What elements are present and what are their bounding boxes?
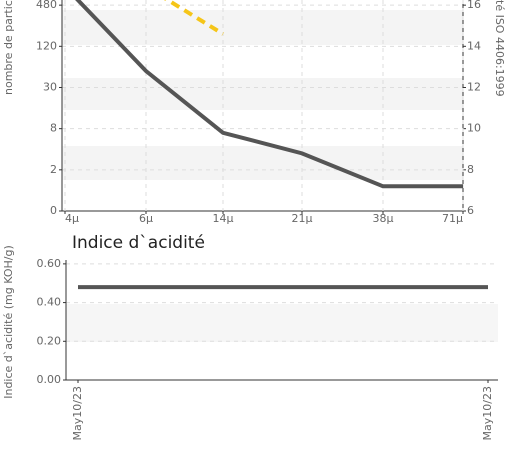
x-tick-label: 38μ [373,212,394,225]
x-tick-label: 71μ [442,212,463,225]
x-tick-label: 21μ [292,212,313,225]
y-tick-label: 0.00 [37,373,62,386]
y2-tick-label: 16 [467,0,481,11]
y-tick-label: 2 [50,163,57,176]
y-tick-label: 0.20 [37,334,62,347]
chart-title: Indice d`acidité [72,233,205,253]
x-tick-label: May10/23 [71,386,84,440]
y2-tick-label: 12 [467,80,481,93]
y2-tick-label: 14 [467,39,481,52]
x-tick-label: 6μ [139,212,153,225]
y-axis-label: nombre de particu [2,0,15,95]
x-tick-label: 14μ [213,212,234,225]
series-line [75,0,463,189]
y-tick-label: 0.60 [37,257,62,270]
x-tick-label: May10/23 [481,386,494,440]
y-tick-label: 0 [50,204,57,217]
band [66,304,498,342]
y-axis-label: Indice d`acidité (mg KOH/g) [2,245,15,399]
y-tick-label: 30 [43,80,57,93]
y2-tick-label: 8 [467,163,474,176]
series-line [163,0,225,36]
band [62,78,463,110]
y2-tick-label: 6 [467,204,474,217]
x-tick-label: 4μ [65,212,79,225]
y2-axis-label: té ISO 4406:1999 [493,0,506,97]
band [62,10,463,45]
band [62,146,463,180]
y2-tick-label: 10 [467,122,481,135]
y-tick-label: 120 [36,39,57,52]
y-tick-label: 0.40 [37,296,62,309]
y-tick-label: 8 [50,122,57,135]
y-tick-label: 480 [36,0,57,11]
